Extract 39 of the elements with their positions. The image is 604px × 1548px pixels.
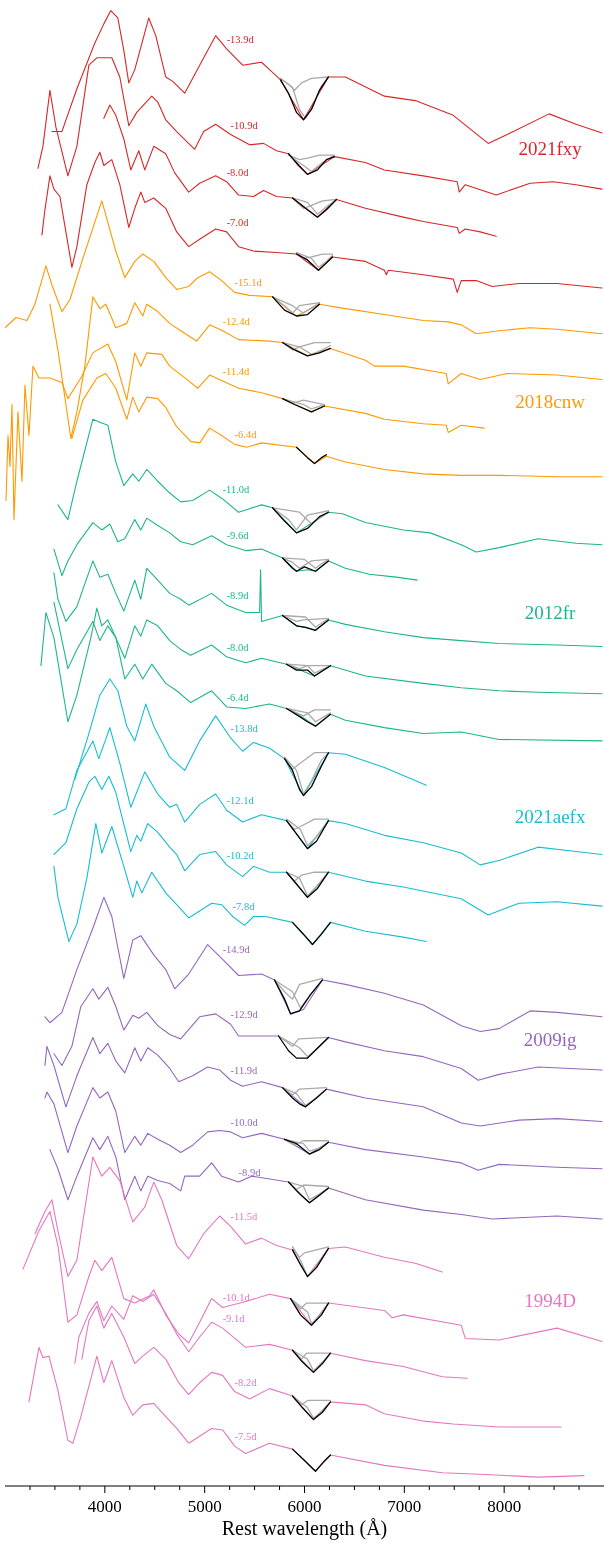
annotation: 2021fxy [518, 137, 583, 159]
series-label: -10.9d [230, 119, 259, 131]
series-label: -9.6d [226, 529, 250, 541]
series-label: -8.0d [226, 641, 250, 653]
annotation: 2009ig [523, 1029, 577, 1051]
series-label: -6.4d [226, 691, 250, 703]
series-label: -12.9d [230, 1009, 259, 1021]
series-label: -6.4d [234, 429, 258, 441]
series-label: -8.0d [226, 166, 250, 178]
series-label: -11.5d [230, 1211, 259, 1223]
series-label: -8.2d [234, 1376, 258, 1388]
series-label: -10.1d [222, 1292, 251, 1304]
series-label: -12.1d [226, 795, 255, 807]
x-tick-label: 4000 [87, 1497, 122, 1516]
annotation: 1994D [524, 1289, 576, 1311]
series-label: -7.0d [226, 216, 250, 228]
series-label: -11.0d [222, 483, 251, 495]
annotation: 2012fr [524, 602, 577, 624]
series-label: -15.1d [234, 277, 263, 289]
series-label: -10.0d [230, 1116, 259, 1128]
series-label: -9.1d [222, 1313, 246, 1325]
series-label: -8.9d [238, 1167, 262, 1179]
x-axis-title: Rest wavelength (Å) [220, 1516, 389, 1540]
x-tick-label: 7000 [387, 1497, 422, 1516]
series-label: -12.4d [222, 315, 251, 327]
annotation: 2018cnw [515, 391, 586, 413]
series-label: -7.8d [232, 901, 256, 913]
x-tick-label: 6000 [287, 1497, 322, 1516]
x-tick-label: 8000 [487, 1497, 522, 1516]
series-label: -14.9d [222, 944, 251, 956]
series-label: -13.9d [226, 33, 255, 45]
annotation: 2021aefx [514, 805, 586, 827]
series-label: -8.9d [226, 590, 250, 602]
series-label: -7.5d [234, 1431, 258, 1443]
series-label: -11.4d [222, 365, 251, 377]
series-label: -11.9d [230, 1065, 259, 1077]
series-label: -13.8d [230, 722, 259, 734]
x-tick-label: 5000 [187, 1497, 222, 1516]
series-label: -10.2d [226, 849, 255, 861]
